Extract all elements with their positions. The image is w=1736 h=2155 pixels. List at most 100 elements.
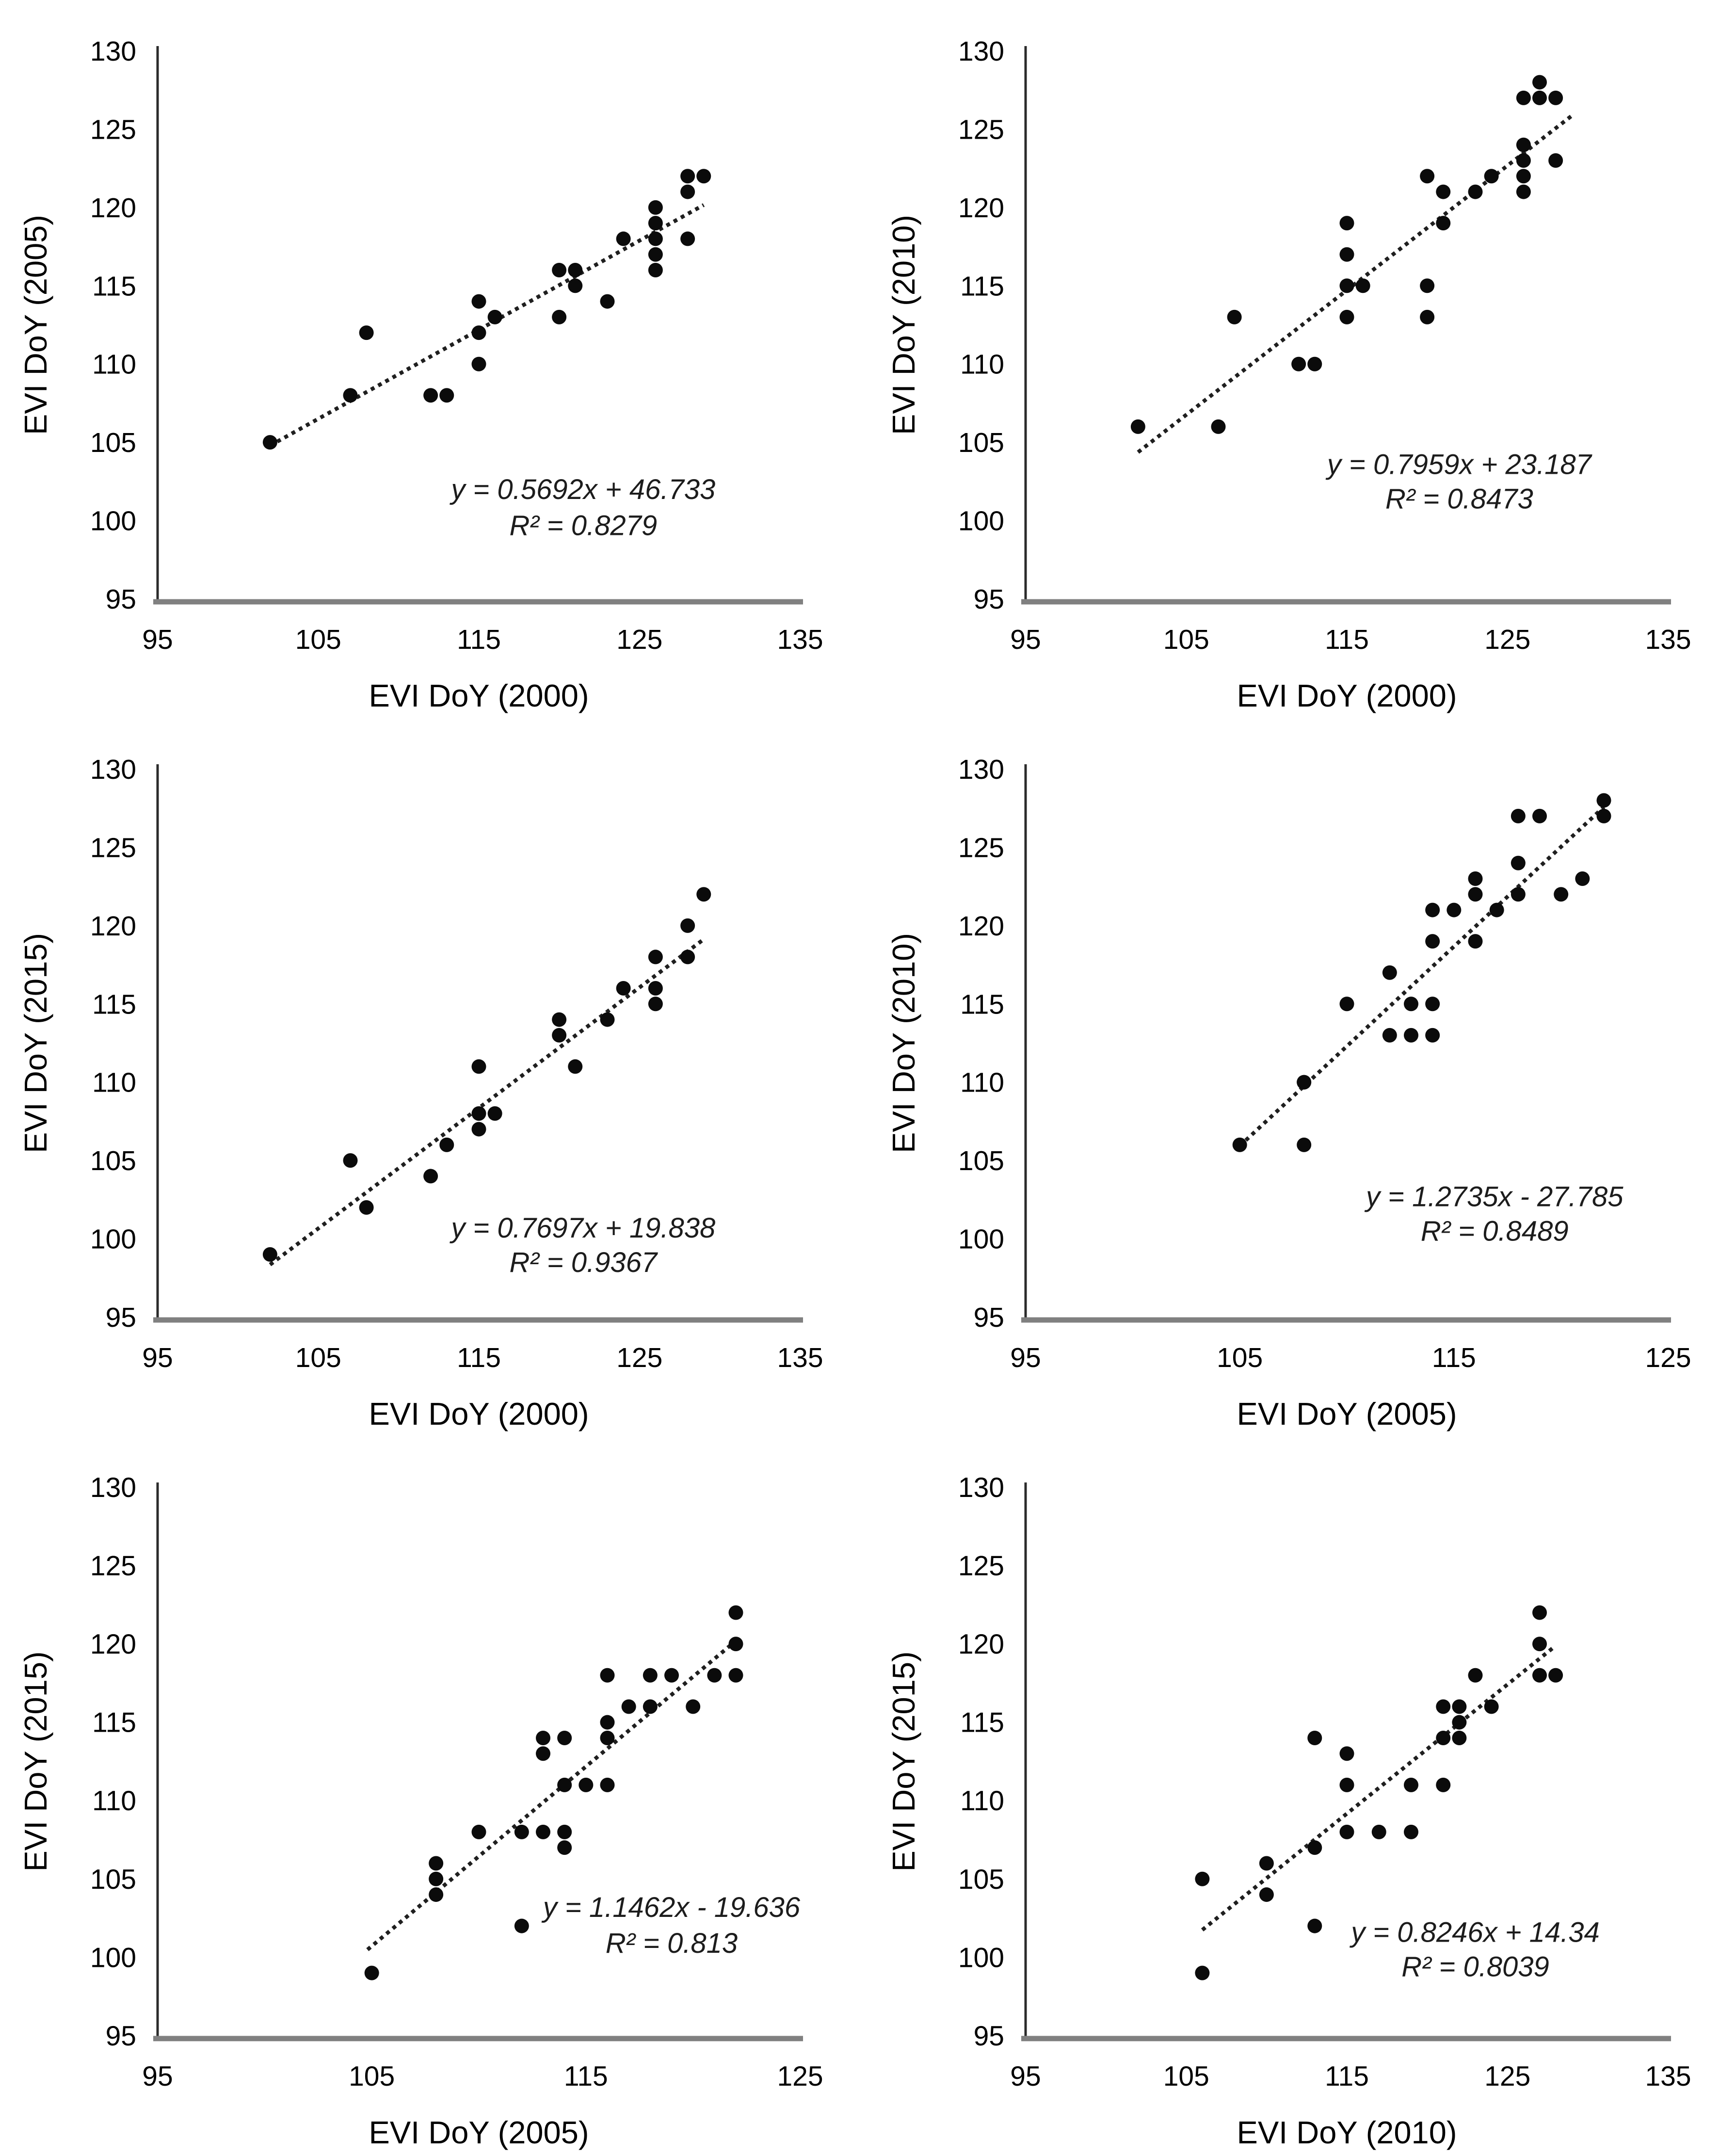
data-point	[680, 918, 695, 933]
data-point	[262, 435, 277, 450]
data-point	[1548, 90, 1563, 105]
y-tick-label: 125	[90, 114, 136, 145]
data-point	[1516, 169, 1531, 184]
data-point	[536, 1746, 550, 1761]
data-point	[1532, 1637, 1547, 1652]
data-point	[471, 356, 486, 371]
trend-line	[1238, 805, 1606, 1147]
x-tick-label: 105	[1163, 624, 1209, 655]
data-point	[429, 1856, 444, 1871]
data-point	[648, 949, 663, 965]
data-point	[423, 1169, 438, 1184]
data-point	[600, 1715, 615, 1730]
data-point	[1339, 216, 1354, 231]
y-tick-label: 95	[974, 2021, 1004, 2052]
data-point	[1339, 1777, 1354, 1792]
data-point	[648, 997, 663, 1012]
data-point	[1339, 997, 1354, 1012]
y-tick-label: 125	[958, 832, 1004, 863]
x-tick-label: 125	[616, 1342, 662, 1373]
y-tick-label: 100	[90, 1224, 136, 1255]
x-axis-title: EVI DoY (2005)	[1237, 1396, 1457, 1431]
data-point	[680, 169, 695, 184]
data-point	[1596, 808, 1611, 823]
data-point	[1355, 278, 1370, 293]
equation-label: y = 0.7697x + 19.838	[449, 1212, 715, 1244]
x-tick-label: 135	[777, 1342, 823, 1373]
data-point	[514, 1824, 529, 1839]
r-squared-label: R² = 0.8039	[1401, 1951, 1549, 1983]
data-point	[429, 1887, 444, 1902]
scatter-plot-2010-2015: 95 105 115 125 135 95 100 105 110 115 120 125 130 EVI…	[886, 1472, 1691, 2150]
data-point	[1436, 216, 1451, 231]
y-tick-label: 125	[958, 114, 1004, 145]
x-tick-label: 125	[1484, 2061, 1530, 2092]
y-tick-label: 105	[90, 1145, 136, 1176]
trend-line	[269, 203, 705, 448]
y-tick-label: 110	[960, 1067, 1004, 1098]
y-tick-label: 120	[958, 1629, 1004, 1660]
data-point	[728, 1637, 743, 1652]
data-point	[1382, 1028, 1397, 1043]
trend-line	[1201, 1644, 1557, 1931]
y-tick-label: 115	[92, 271, 136, 302]
y-tick-label: 130	[90, 754, 136, 785]
data-point	[1516, 90, 1531, 105]
x-tick-label: 115	[457, 1342, 501, 1373]
scatter-plot-2000-2010: 95 105 115 125 135 95 100 105 110 115 120 125 130 EVI…	[886, 36, 1691, 713]
y-tick-label: 105	[90, 427, 136, 458]
equation-label: y = 0.7959x + 23.187	[1325, 449, 1593, 480]
data-point	[471, 1824, 486, 1839]
data-point	[680, 949, 695, 965]
y-tick-label: 115	[92, 1707, 136, 1738]
y-tick-label: 120	[90, 1629, 136, 1660]
data-point	[1532, 1668, 1547, 1683]
x-axis-title: EVI DoY (2000)	[369, 1396, 589, 1431]
data-point	[600, 1730, 615, 1746]
data-point	[1195, 1871, 1210, 1886]
data-point	[696, 169, 711, 184]
data-point	[1307, 1918, 1322, 1933]
data-point	[471, 294, 486, 309]
data-point	[1339, 278, 1354, 293]
y-tick-label: 115	[960, 271, 1004, 302]
data-point	[643, 1668, 658, 1683]
data-point	[1259, 1887, 1274, 1902]
data-point	[1468, 1668, 1483, 1683]
data-point	[1447, 902, 1462, 917]
y-axis-title: EVI DoY (2015)	[18, 1651, 53, 1871]
r-squared-label: R² = 0.8279	[509, 510, 657, 541]
panel-2000-2010: 95 105 115 125 135 95 100 105 110 115 120 125 130 EVI…	[868, 0, 1736, 718]
x-axis-title: EVI DoY (2010)	[1237, 2115, 1457, 2150]
x-tick-label: 115	[1325, 2061, 1369, 2092]
scatter-plot-2005-2015: 95 105 115 125 95 100 105 110 115 120 125 130 EVI Do…	[18, 1472, 823, 2150]
data-point	[557, 1840, 572, 1855]
y-tick-label: 110	[92, 1067, 136, 1098]
data-point	[1130, 419, 1145, 434]
panel-2000-2005: 95 105 115 125 135 95 100 105 110 115 120 125 130 EVI…	[0, 0, 868, 718]
y-axis-title: EVI DoY (2015)	[18, 933, 53, 1153]
panel-2010-2015: 95 105 115 125 135 95 100 105 110 115 120 125 130 EVI…	[868, 1436, 1736, 2155]
data-point	[600, 1668, 615, 1683]
data-point	[1532, 90, 1547, 105]
x-tick-label: 105	[295, 624, 341, 655]
y-tick-label: 95	[106, 584, 136, 615]
y-tick-label: 125	[958, 1551, 1004, 1582]
data-point	[648, 200, 663, 215]
x-tick-label: 105	[1163, 2061, 1209, 2092]
data-point	[1436, 1730, 1451, 1746]
data-point	[1452, 1715, 1467, 1730]
x-tick-label: 95	[1010, 1342, 1041, 1373]
data-point	[568, 263, 583, 277]
data-point	[680, 231, 695, 246]
data-point	[1425, 1028, 1440, 1043]
y-tick-label: 120	[958, 193, 1004, 224]
x-tick-label: 95	[1010, 624, 1041, 655]
data-point	[1468, 934, 1483, 949]
data-point	[1554, 887, 1569, 902]
data-point	[643, 1699, 658, 1714]
data-point	[1232, 1137, 1247, 1152]
data-point	[1452, 1699, 1467, 1714]
data-point	[359, 1200, 374, 1215]
